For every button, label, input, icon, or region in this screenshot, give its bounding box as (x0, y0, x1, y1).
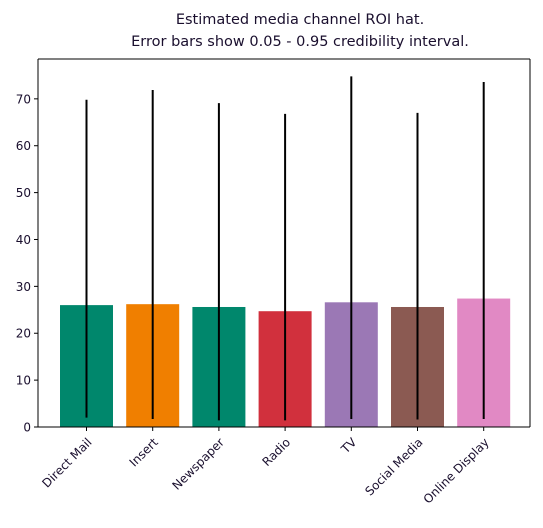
x-tick-label-7: Online Display (421, 435, 492, 506)
y-tick-label-10: 10 (16, 374, 31, 388)
y-tick-label-30: 30 (16, 280, 31, 294)
y-tick-label-70: 70 (16, 92, 31, 106)
x-tick-label-1: Direct Mail (39, 435, 94, 490)
x-tick-label-2: Insert (127, 435, 161, 469)
y-tick-label-60: 60 (16, 139, 31, 153)
plot-area: 0 10 20 30 40 50 60 70 Direct Mail Insert Newspape… (16, 58, 531, 506)
y-tick-label-20: 20 (16, 327, 31, 341)
x-tick-label-6: Social Media (362, 435, 425, 498)
x-tick-label-3: Newspaper (170, 435, 228, 493)
x-tick-label-4: Radio (259, 435, 293, 469)
chart-title-line-2: Error bars show 0.05 - 0.95 credibility … (131, 34, 469, 50)
y-tick-label-50: 50 (16, 186, 31, 200)
y-tick-label-0: 0 (23, 421, 31, 435)
y-tick-label-40: 40 (16, 233, 31, 247)
chart-title-line-1: Estimated media channel ROI hat. (176, 12, 424, 28)
x-tick-label-5: TV (338, 435, 360, 457)
